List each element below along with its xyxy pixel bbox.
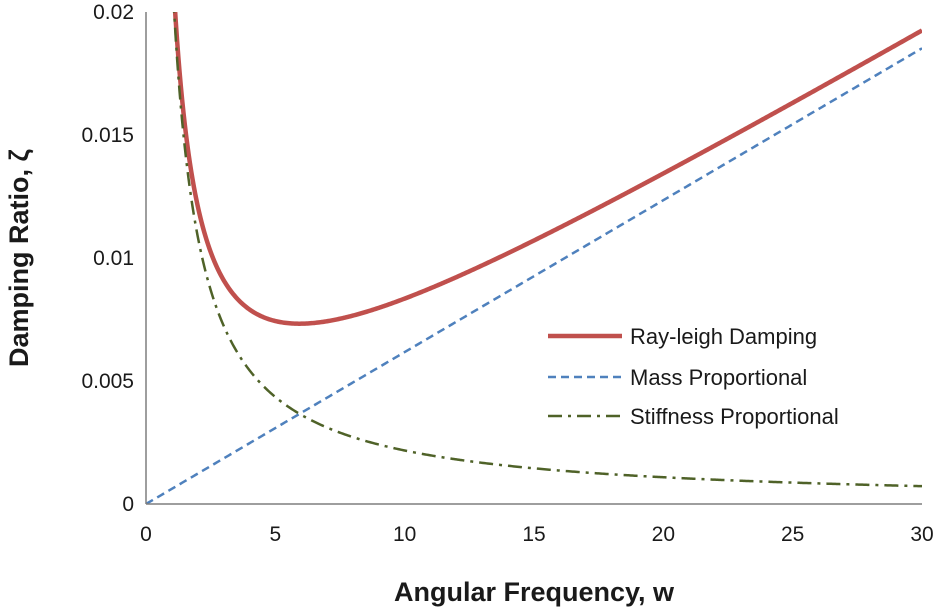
- series-line-ray-leigh-damping: [172, 12, 922, 326]
- y-axis-title: Damping Ratio, ζ: [4, 148, 34, 367]
- legend-label: Stiffness Proportional: [630, 404, 839, 429]
- x-tick-label: 20: [652, 523, 675, 546]
- y-tick-label: 0.02: [93, 1, 134, 24]
- legend: Ray-leigh Damping Mass Proportional Stiffn…: [548, 324, 839, 429]
- y-axis-tick-labels: 0 0.005 0.01 0.015 0.02: [81, 1, 134, 516]
- y-tick-label: 0.015: [81, 124, 134, 147]
- x-tick-label: 30: [910, 523, 933, 546]
- x-tick-label: 25: [781, 523, 804, 546]
- x-axis-tick-labels: 0 5 10 15 20 25 30: [140, 523, 934, 546]
- x-tick-label: 0: [140, 523, 152, 546]
- plot-area: [146, 12, 922, 504]
- x-tick-label: 15: [522, 523, 545, 546]
- x-tick-label: 5: [269, 523, 281, 546]
- series-line-mass-proportional: [146, 47, 922, 504]
- y-tick-label: 0.005: [81, 370, 134, 393]
- y-tick-label: 0.01: [93, 247, 134, 270]
- x-axis-title: Angular Frequency, w: [394, 577, 675, 607]
- legend-label: Ray-leigh Damping: [630, 324, 817, 349]
- x-tick-label: 10: [393, 523, 416, 546]
- series-line-stiffness-proportional: [172, 12, 922, 488]
- y-tick-label: 0: [122, 493, 134, 516]
- legend-label: Mass Proportional: [630, 365, 807, 390]
